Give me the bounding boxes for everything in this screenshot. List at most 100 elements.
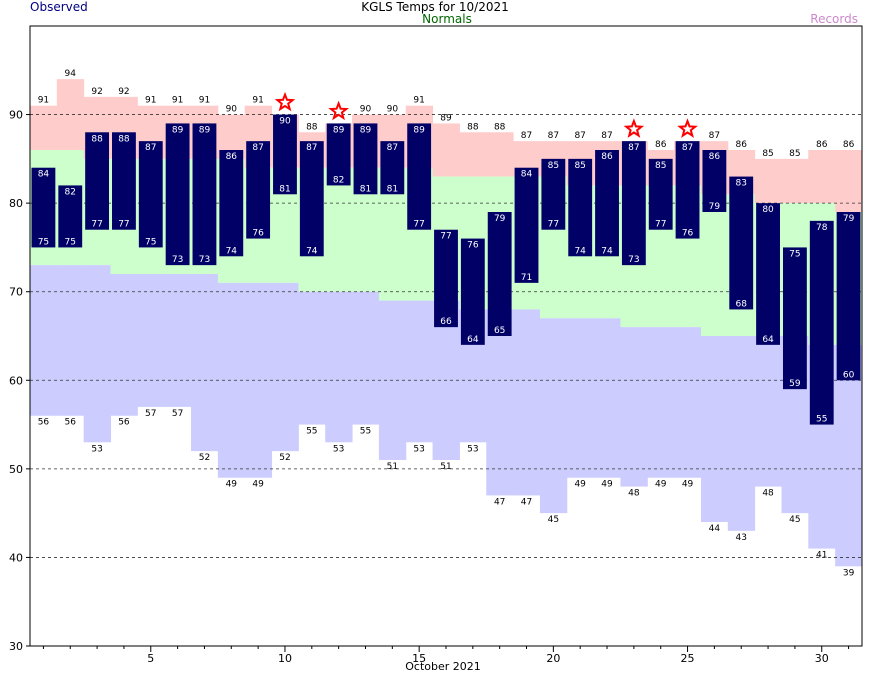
record-high-label: 90 [226,105,238,115]
record-high-label: 86 [843,140,855,150]
record-low-band [593,318,621,478]
record-high-label: 91 [145,96,156,106]
record-high-label: 92 [118,87,129,97]
observed-high-label: 88 [118,134,130,144]
record-low-label: 53 [91,444,102,454]
observed-bar [219,150,244,257]
record-low-band [110,274,138,416]
record-high-band [808,150,836,204]
observed-low-label: 71 [521,273,532,283]
observed-low-label: 82 [333,175,344,185]
observed-low-label: 77 [655,220,666,230]
record-low-label: 47 [521,497,532,507]
record-low-band [754,336,782,487]
observed-high-label: 87 [682,143,693,153]
y-tick-label: 30 [9,640,23,653]
observed-bar [138,141,163,248]
observed-low-label: 77 [118,220,129,230]
record-stars [274,91,698,138]
observed-high-label: 87 [306,143,317,153]
observed-high-label: 86 [601,152,613,162]
observed-bar [782,247,807,390]
observed-bar [729,176,754,310]
data-labels: 84 75 91 56 82 75 94 56 88 77 92 53 88 77 92 56 87 75 91 57… [38,69,855,578]
record-low-label: 55 [306,427,317,437]
observed-low-label: 81 [360,184,371,194]
observed-high-label: 76 [467,241,479,251]
record-low-label: 53 [333,444,344,454]
observed-low-label: 74 [306,246,318,256]
observed-bar [809,220,834,425]
record-star-icon [677,118,698,138]
observed-bar [702,150,727,212]
record-high-label: 86 [816,140,828,150]
record-high-label: 91 [413,96,424,106]
record-high-label: 85 [762,149,773,159]
record-high-label: 91 [38,96,49,106]
record-low-band [700,336,729,522]
observed-high-label: 83 [735,179,746,189]
observed-bar [31,167,56,248]
record-high-label: 94 [65,69,77,79]
record-star-icon [328,100,349,121]
observed-low-label: 74 [226,246,238,256]
observed-low-label: 79 [709,202,721,212]
record-low-label: 45 [548,515,559,525]
record-high-band [486,132,514,177]
record-low-label: 56 [65,418,77,428]
observed-high-label: 90 [279,117,291,127]
record-high-label: 87 [521,131,532,141]
record-high-band [754,158,782,204]
observed-high-label: 89 [199,125,211,135]
observed-low-label: 59 [789,379,801,389]
record-low-label: 49 [682,480,694,490]
record-low-label: 45 [789,515,800,525]
record-low-label: 49 [601,480,613,490]
observed-bar [595,150,619,257]
x-tick-label: 15 [412,652,426,665]
observed-low-label: 74 [574,246,586,256]
x-tick-label: 10 [278,652,292,665]
observed-high-label: 89 [172,125,184,135]
record-low-label: 39 [843,568,855,578]
record-low-band [513,309,541,496]
record-low-band [539,318,568,514]
observed-low-label: 81 [387,184,398,194]
observed-bar [407,123,432,230]
observed-high-label: 87 [252,143,263,153]
chart-title: KGLS Temps for 10/2021 [361,0,509,14]
observed-low-label: 68 [735,299,747,309]
observed-low-label: 74 [601,246,613,256]
observed-bar [192,123,217,266]
observed-high-label: 87 [145,143,156,153]
record-low-band [298,291,326,425]
record-low-band [137,274,165,407]
record-low-label: 53 [413,444,424,454]
legend-observed: Observed [30,0,88,14]
record-low-label: 56 [38,418,50,428]
observed-low-label: 66 [440,317,452,327]
record-low-label: 44 [709,524,721,534]
record-low-label: 49 [226,480,238,490]
record-high-label: 90 [387,105,399,115]
record-low-band [164,274,192,407]
record-low-label: 57 [172,409,183,419]
observed-high-label: 80 [762,205,774,215]
observed-high-label: 82 [65,187,76,197]
observed-high-label: 85 [548,161,559,171]
observed-bar [541,158,566,230]
observed-high-label: 87 [387,143,398,153]
observed-high-label: 78 [816,223,828,233]
observed-high-label: 79 [494,214,506,224]
y-tick-label: 70 [9,286,23,299]
normal-band [325,167,353,292]
observed-low-label: 64 [467,335,479,345]
record-low-band [647,327,675,478]
y-tick-label: 50 [9,463,23,476]
record-high-label: 91 [252,96,263,106]
observed-bar [836,212,861,381]
observed-bar [112,132,136,230]
record-low-label: 48 [762,489,774,499]
observed-low-label: 65 [494,326,505,336]
record-high-label: 89 [440,113,452,123]
